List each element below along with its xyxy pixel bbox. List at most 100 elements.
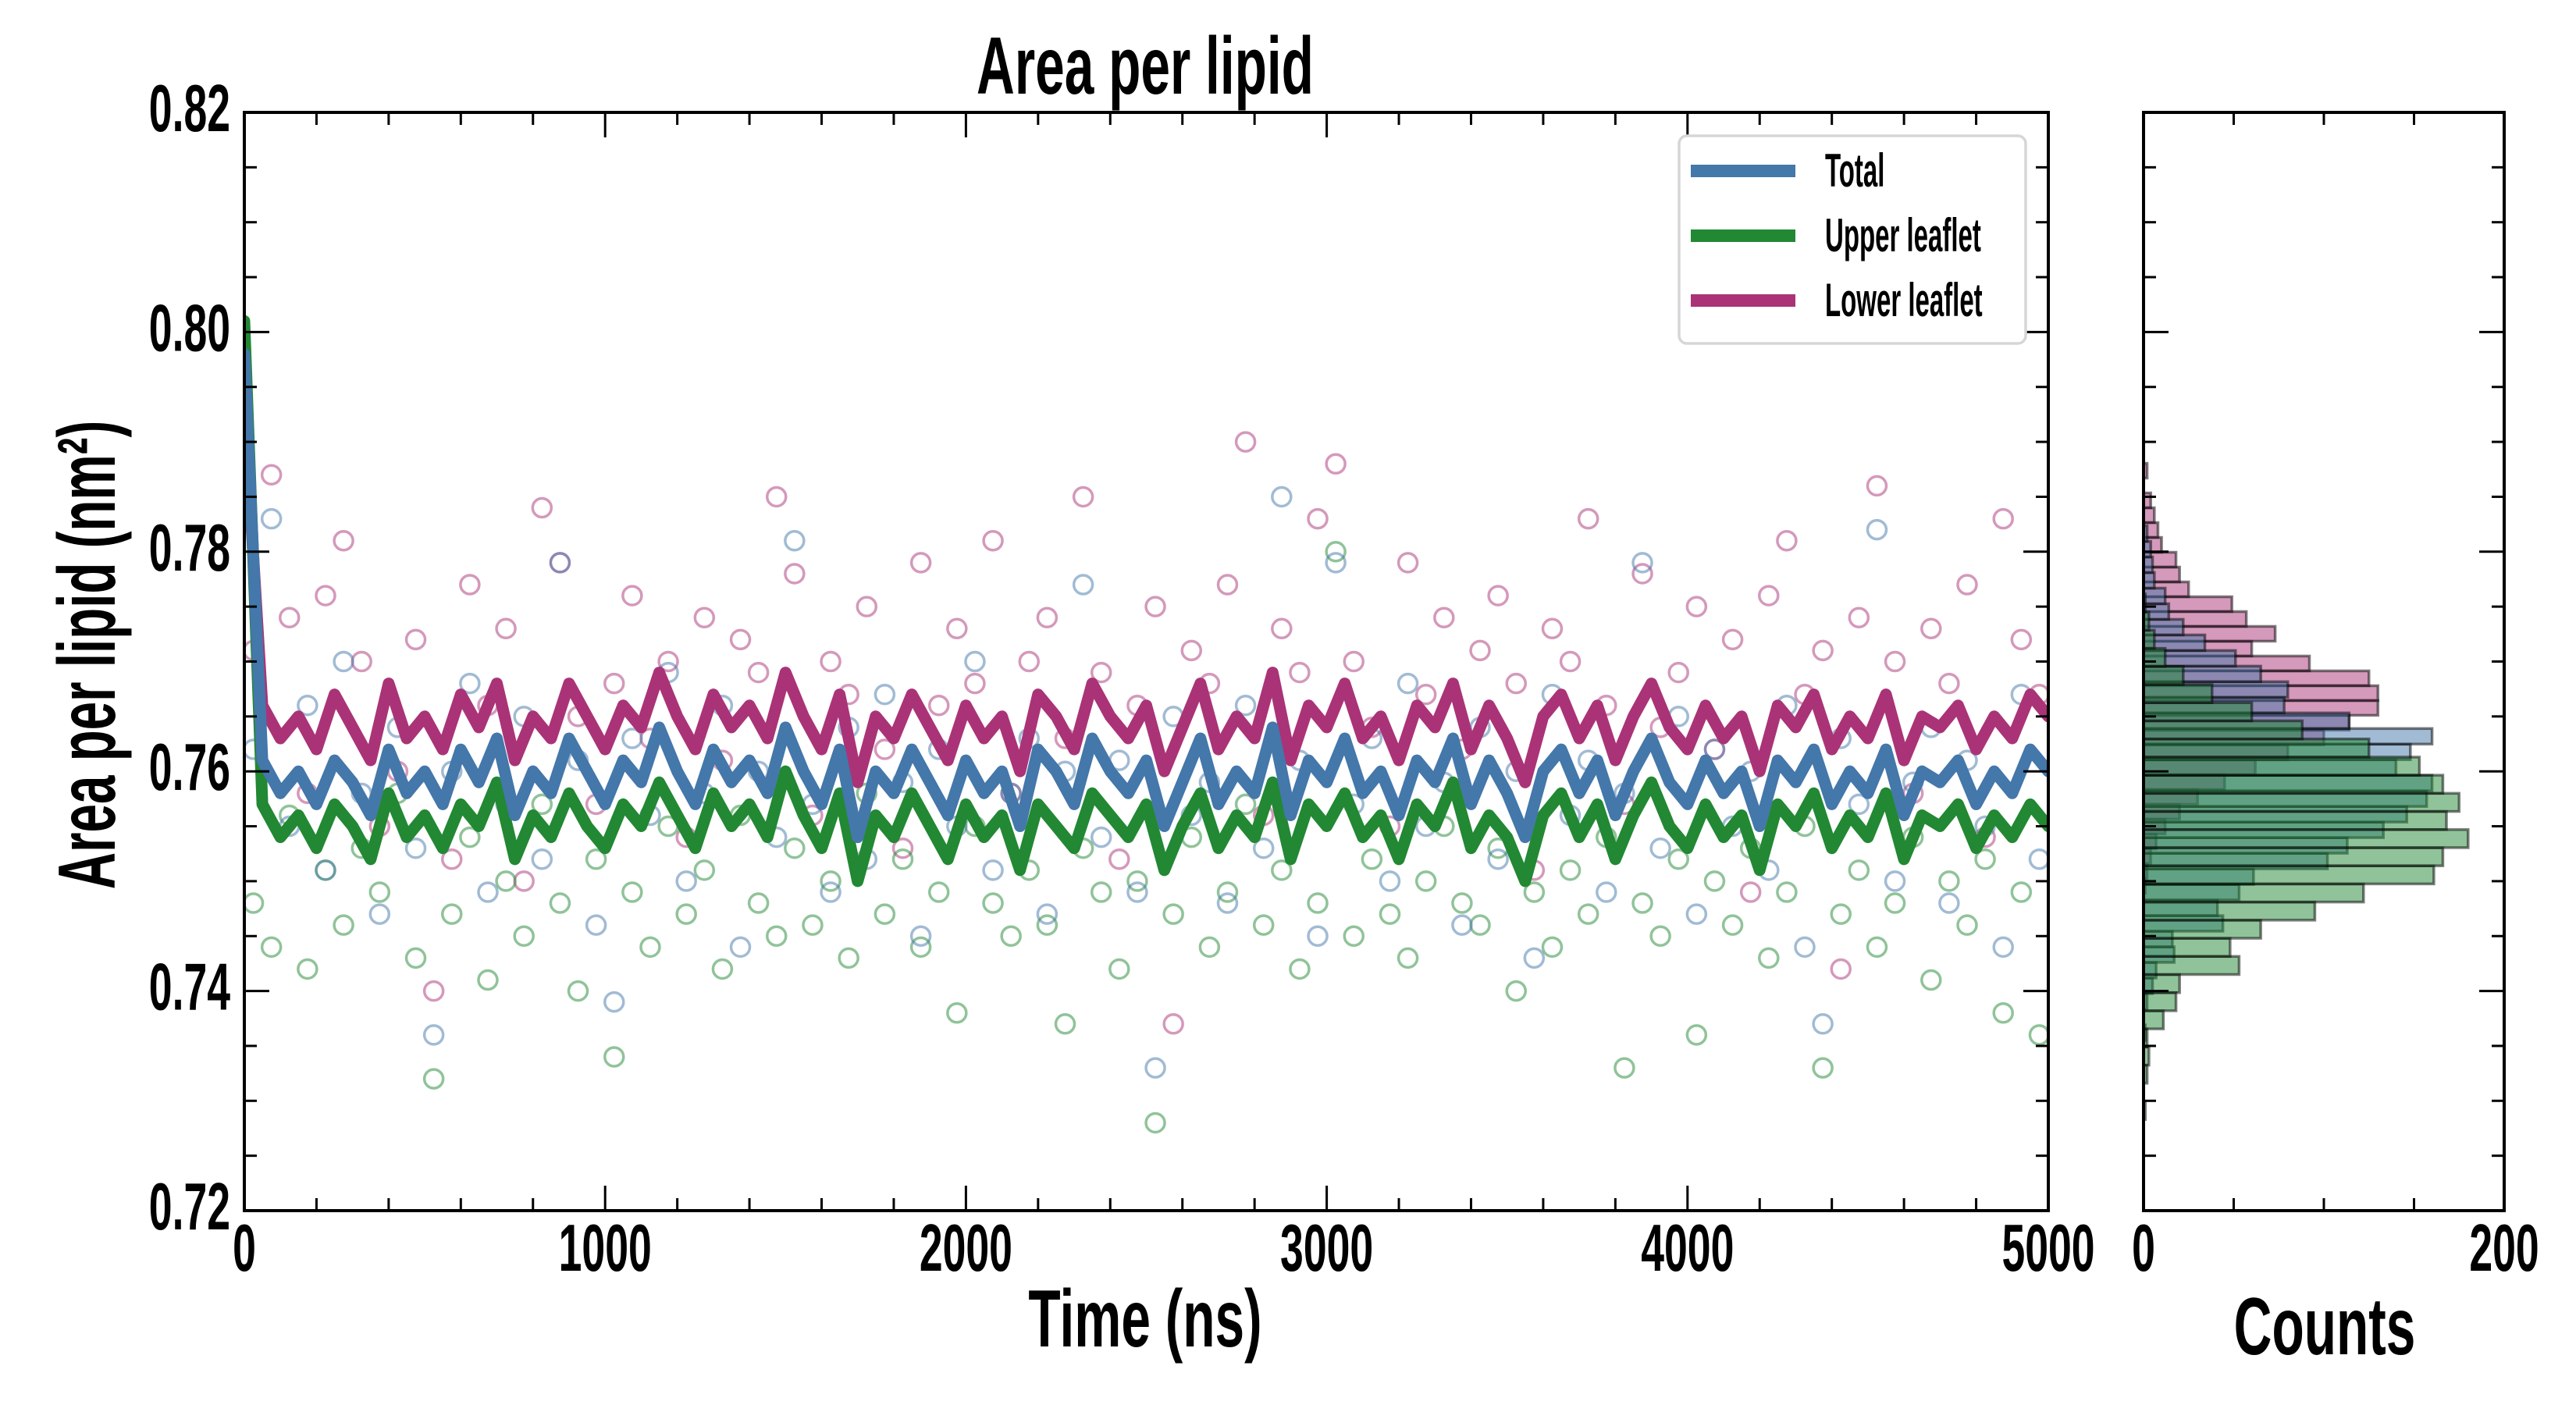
scatter-point-upper-leaflet xyxy=(1234,793,1257,816)
scatter-point-lower-leaflet xyxy=(1812,639,1834,662)
scatter-point-upper-leaflet xyxy=(1830,903,1852,925)
scatter-point-upper-leaflet xyxy=(244,892,265,914)
scatter-point-upper-leaflet xyxy=(675,903,697,925)
scatter-point-total xyxy=(1523,947,1546,969)
scatter-point-total xyxy=(1794,936,1816,959)
scatter-point-total xyxy=(1090,826,1112,848)
scatter-point-lower-leaflet xyxy=(1414,683,1437,706)
scatter-point-upper-leaflet xyxy=(1884,892,1906,914)
scatter-point-upper-leaflet xyxy=(621,881,643,903)
histogram-bar-upper-leaflet xyxy=(2144,955,2241,976)
histogram-bar-upper-leaflet xyxy=(2144,737,2371,759)
scatter-point-lower-leaflet xyxy=(459,574,481,596)
series-line-upper-leaflet xyxy=(244,315,2048,887)
scatter-point-lower-leaflet xyxy=(1667,661,1689,684)
histogram-bar-upper-leaflet xyxy=(2144,1009,2165,1030)
scatter-point-upper-leaflet xyxy=(1198,936,1221,959)
histogram-tick-labels: 0 200 xyxy=(2132,1212,2539,1286)
scatter-point-upper-leaflet xyxy=(1216,881,1239,903)
scatter-point-lower-leaflet xyxy=(315,585,336,606)
series-line-lower-leaflet xyxy=(244,403,2048,788)
scatter-point-upper-leaflet xyxy=(1523,881,1546,903)
scatter-point-lower-leaflet xyxy=(1920,617,1942,640)
x-tick-label: 2000 xyxy=(920,1212,1012,1286)
x-tick-label-group: 2000 xyxy=(920,1212,1012,1286)
scatter-point-lower-leaflet xyxy=(1505,672,1528,695)
x-tick-label: 3000 xyxy=(1280,1212,1373,1286)
scatter-point-total xyxy=(982,859,1004,881)
scatter-point-upper-leaflet xyxy=(603,1046,625,1068)
scatter-point-total xyxy=(422,1024,445,1046)
scatter-point-lower-leaflet xyxy=(350,650,372,673)
scatter-point-upper-leaflet xyxy=(838,947,859,969)
scatter-point-lower-leaflet xyxy=(1938,672,1960,695)
histogram-bar-upper-leaflet xyxy=(2144,846,2445,867)
scatter-point-upper-leaflet xyxy=(513,925,535,947)
scatter-point-upper-leaflet xyxy=(820,870,841,892)
scatter-point-upper-leaflet xyxy=(441,903,463,925)
scatter-point-lower-leaflet xyxy=(1090,661,1112,684)
histogram-bar-upper-leaflet xyxy=(2144,701,2254,723)
scatter-point-total xyxy=(1848,793,1870,816)
scatter-point-upper-leaflet xyxy=(1667,848,1689,870)
scatter-point-lower-leaflet xyxy=(784,563,806,585)
scatter-point-lower-leaflet xyxy=(1162,1013,1184,1035)
histogram-bar-upper-leaflet xyxy=(2144,937,2232,959)
scatter-point-lower-leaflet xyxy=(1072,486,1094,508)
scatter-point-lower-leaflet xyxy=(260,464,283,486)
scatter-point-lower-leaflet xyxy=(1325,453,1347,475)
scatter-point-upper-leaflet xyxy=(1758,947,1780,969)
scatter-point-upper-leaflet xyxy=(982,892,1004,914)
hist-x-tick-label-group: 200 xyxy=(2469,1212,2539,1286)
scatter-point-total xyxy=(1487,848,1509,870)
scatter-point-upper-leaflet xyxy=(2010,881,2033,903)
scatter-point-upper-leaflet xyxy=(1685,1024,1708,1046)
x-tick-label: 0 xyxy=(233,1212,256,1286)
scatter-point-total xyxy=(1631,552,1653,574)
scatter-point-total xyxy=(1451,914,1473,936)
main-tick-labels: 0.72 0.74 0.76 0.78 0.80 0.82 0 1000 2000 3000 400… xyxy=(149,73,2095,1286)
scatter-point-lower-leaflet xyxy=(531,496,553,519)
scatter-point-upper-leaflet xyxy=(368,881,391,903)
scatter-point-upper-leaflet xyxy=(765,925,788,947)
scatter-point-total xyxy=(1812,1013,1834,1035)
scatter-point-total xyxy=(459,672,481,695)
scatter-point-upper-leaflet xyxy=(459,826,481,848)
y-tick-label: 0.72 xyxy=(149,1171,230,1245)
histogram-bar-upper-leaflet xyxy=(2144,756,2421,777)
main-plot-frame xyxy=(243,111,2050,1212)
y-tick-label: 0.82 xyxy=(149,73,230,147)
histogram-bar-lower-leaflet xyxy=(2144,506,2156,525)
histogram-bar-upper-leaflet xyxy=(2144,791,2460,813)
scatter-point-total xyxy=(1649,837,1671,859)
scatter-point-total xyxy=(1685,903,1708,925)
histogram-bar-upper-leaflet xyxy=(2144,774,2445,795)
scatter-point-upper-leaflet xyxy=(1054,1013,1076,1035)
line-layer xyxy=(244,315,2048,887)
scatter-point-lower-leaflet xyxy=(1559,650,1582,673)
scatter-point-upper-leaflet xyxy=(1631,892,1653,914)
scatter-point-total xyxy=(1307,925,1329,947)
scatter-point-total xyxy=(1216,892,1239,914)
histogram-frame xyxy=(2142,111,2506,1212)
histogram-bar-upper-leaflet xyxy=(2144,683,2214,705)
scatter-point-upper-leaflet xyxy=(1162,903,1184,925)
histogram-bar-upper-leaflet xyxy=(2144,882,2365,904)
scatter-point-upper-leaflet xyxy=(927,881,950,903)
scatter-point-lower-leaflet xyxy=(964,672,986,695)
scatter-point-upper-leaflet xyxy=(1090,881,1112,903)
histogram-bar-upper-leaflet xyxy=(2144,628,2156,650)
scatter-point-upper-leaflet xyxy=(1703,870,1726,892)
scatter-point-total xyxy=(729,936,752,959)
scatter-point-upper-leaflet xyxy=(1559,859,1582,881)
scatter-point-upper-leaflet xyxy=(531,793,553,816)
scatter-point-total xyxy=(1866,518,1888,541)
scatter-point-lower-leaflet xyxy=(1108,848,1130,870)
scatter-point-total xyxy=(1397,672,1419,695)
scatter-point-upper-leaflet xyxy=(1776,881,1798,903)
histogram-bar-total xyxy=(2144,524,2149,543)
scatter-point-lower-leaflet xyxy=(441,848,463,870)
scatter-point-upper-leaflet xyxy=(873,903,896,925)
scatter-point-lower-leaflet xyxy=(1848,606,1870,628)
histogram-bar-total xyxy=(2144,571,2156,590)
